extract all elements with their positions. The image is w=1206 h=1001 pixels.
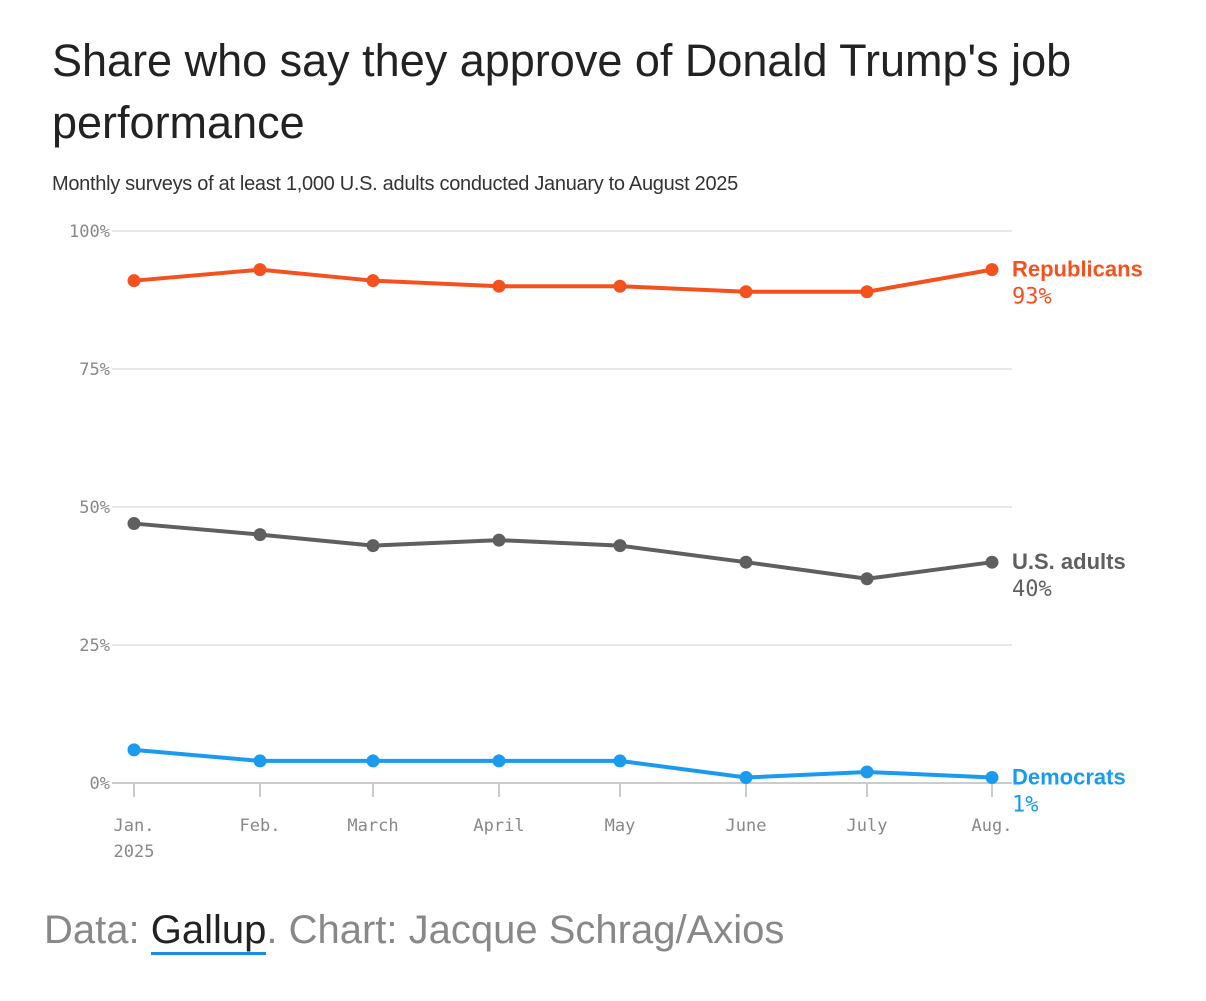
data-point xyxy=(613,539,627,553)
x-tick-label: Feb. xyxy=(240,816,281,836)
series-label: Republicans xyxy=(1012,257,1143,282)
data-point xyxy=(366,754,380,768)
y-tick-label: 0% xyxy=(90,774,110,794)
data-point xyxy=(492,754,506,768)
x-tick-label: March xyxy=(347,816,398,836)
series-line-u-s-adults xyxy=(133,521,993,581)
data-point xyxy=(127,517,141,531)
data-point xyxy=(613,754,627,768)
series-line-republicans xyxy=(133,267,993,294)
y-tick-label: 75% xyxy=(79,360,110,380)
data-point xyxy=(860,285,874,299)
x-tick-label: June xyxy=(726,816,767,836)
data-point xyxy=(739,770,753,784)
y-tick-label: 50% xyxy=(79,498,110,518)
x-tick-label: Aug. xyxy=(972,816,1013,836)
data-point xyxy=(860,765,874,779)
data-point xyxy=(127,274,141,288)
source-link[interactable]: Gallup xyxy=(150,908,267,955)
data-point xyxy=(985,770,999,784)
y-tick-label: 25% xyxy=(79,636,110,656)
x-tick-sublabel: 2025 xyxy=(114,842,155,862)
data-point xyxy=(860,572,874,586)
data-point xyxy=(253,263,267,277)
series-end-value: 93% xyxy=(1012,285,1052,310)
data-point xyxy=(492,279,506,293)
data-point xyxy=(127,743,141,757)
data-point xyxy=(253,754,267,768)
x-tick-label: July xyxy=(847,816,888,836)
data-point xyxy=(985,263,999,277)
line-chart: 0% 25% 50% 75% 100% Jan. Feb. March April May June… xyxy=(69,222,1143,862)
data-point xyxy=(492,533,506,547)
series-end-value: 1% xyxy=(1012,792,1039,817)
data-point xyxy=(613,279,627,293)
data-point xyxy=(985,555,999,569)
x-tick-label: May xyxy=(605,816,636,836)
chart-subtitle: Monthly surveys of at least 1,000 U.S. a… xyxy=(52,173,738,195)
data-point xyxy=(253,528,267,542)
data-point xyxy=(366,539,380,553)
series-line-democrats xyxy=(133,747,993,780)
data-label: Data: xyxy=(44,908,151,952)
chart-title: Share who say they approve of Donald Tru… xyxy=(52,35,1072,148)
data-point xyxy=(366,274,380,288)
chart-credit: Data: Gallup. Chart: Jacque Schrag/Axios xyxy=(44,908,785,955)
series-label: U.S. adults xyxy=(1012,549,1126,574)
y-tick-label: 100% xyxy=(69,222,110,242)
x-tick-label: April xyxy=(473,816,524,836)
series-end-value: 40% xyxy=(1012,577,1052,602)
data-point xyxy=(739,285,753,299)
series-label: Democrats xyxy=(1012,764,1126,789)
x-tick-label: Jan. xyxy=(114,816,155,836)
credit-text: . Chart: Jacque Schrag/Axios xyxy=(266,908,785,952)
data-point xyxy=(739,555,753,569)
